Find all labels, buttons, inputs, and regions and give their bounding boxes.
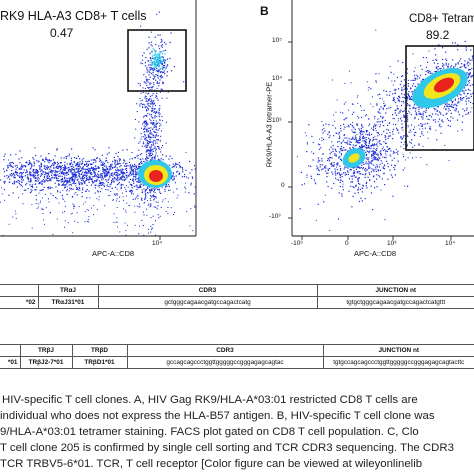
- table-cell: tgtgccagcagccctggttgggggccgggagagcagtact…: [322, 356, 474, 369]
- table-header-cell: CDR3: [126, 344, 323, 357]
- panel-b-y-tick-label: 10⁵: [272, 37, 282, 44]
- caption-line: 9/HLA-A*03:01 tetramer staining. FACS pl…: [0, 426, 419, 438]
- table-row: *01 TRβJ2-7*01 TRβD1*01 gccagcagccctggtt…: [0, 356, 474, 369]
- panel-b-gate-title: CD8+ Tetramer: [409, 13, 474, 25]
- caption-line: TCR TRBV5-6*01. TCR, T cell receptor [Co…: [0, 458, 423, 470]
- panel-b-x-tick-label: -10³: [291, 240, 303, 247]
- panel-b-gate-value: 89.2: [426, 28, 450, 42]
- panel-b-y-tick-label: 10⁴: [272, 75, 283, 82]
- panel-b-flow-plot: [288, 0, 474, 240]
- panel-b-y-ticks: [288, 41, 292, 219]
- panel-b-x-tick-label: 0: [345, 240, 349, 247]
- panel-b-x-axis-label: APC-A::CD8: [354, 249, 397, 258]
- panel-b-x-tick-label: 10⁴: [445, 240, 456, 247]
- table-cell: TRβD1*01: [71, 356, 127, 369]
- table-header-cell: JUNCTION nt: [316, 284, 474, 297]
- panel-a: RK9 HLA-A3 CD8+ T cells 0.47 10⁴ APC-A::…: [0, 0, 200, 262]
- table-cell: tgtgctgggcagaacgatgccagactcatgttt: [316, 296, 474, 309]
- panel-a-gate-box: [127, 29, 187, 92]
- panel-a-gate-value: 0.47: [50, 26, 74, 40]
- table-header-cell: TRβJ: [19, 344, 72, 357]
- panel-b-x-ticks: [301, 236, 452, 240]
- caption-line: HIV-specific T cell clones. A, HIV Gag R…: [2, 394, 418, 406]
- table-cell: gccagcagccctggttgggggccgggagagcagtac: [126, 356, 323, 369]
- panel-b-y-tick-label: 10³: [272, 117, 282, 124]
- table-header-cell: TRβD: [71, 344, 127, 357]
- table-cell: [0, 344, 20, 357]
- table-header-cell: CDR3: [97, 284, 317, 297]
- table-row: *02 TRαJ31*01 gctgggcagaacgatgccagactcat…: [0, 296, 474, 309]
- figure-caption: HIV-specific T cell clones. A, HIV Gag R…: [0, 392, 474, 472]
- caption-line: individual who does not express the HLA-…: [0, 410, 435, 422]
- table-cell: *02: [0, 296, 38, 309]
- table-cell: gctgggcagaacgatgccagactcatg: [97, 296, 317, 309]
- panel-a-x-tick-label: 10⁴: [152, 240, 163, 247]
- panel-a-x-axis-label: APC-A::CD8: [92, 249, 135, 258]
- panel-b-gate-box: [405, 45, 474, 151]
- table-cell: TRβJ2-7*01: [19, 356, 72, 369]
- panel-b-y-axis-label: RK9/HLA-A3 tetramer-PE: [264, 81, 274, 168]
- table-header-row: TRβJ TRβD CDR3 JUNCTION nt: [0, 344, 474, 357]
- table-cell: TRαJ31*01: [37, 296, 98, 309]
- caption-line: T cell clone 205 is confirmed by single …: [0, 442, 454, 454]
- table-header-cell: TRαJ: [37, 284, 98, 297]
- table-cell: [0, 284, 38, 297]
- table-cell: *01: [0, 356, 20, 369]
- panel-b-y-tick-label: -10³: [269, 213, 281, 220]
- panel-a-title: RK9 HLA-A3 CD8+ T cells: [0, 9, 147, 23]
- panel-b: B RK9/HLA-A3 tetramer-PE 10⁵ 10⁴ 10³ 0 -…: [258, 0, 474, 262]
- panel-b-x-tick-label: 10³: [387, 240, 397, 247]
- table-header-cell: JUNCTION nt: [322, 344, 474, 357]
- tcr-alpha-table: TRαJ CDR3 JUNCTION nt *02 TRαJ31*01 gctg…: [0, 284, 474, 309]
- panel-b-letter: B: [260, 4, 269, 18]
- tcr-beta-table: TRβJ TRβD CDR3 JUNCTION nt *01 TRβJ2-7*0…: [0, 344, 474, 369]
- panel-a-flow-plot: [0, 0, 197, 240]
- panel-b-y-tick-label: 0: [281, 182, 285, 189]
- table-header-row: TRαJ CDR3 JUNCTION nt: [0, 284, 474, 297]
